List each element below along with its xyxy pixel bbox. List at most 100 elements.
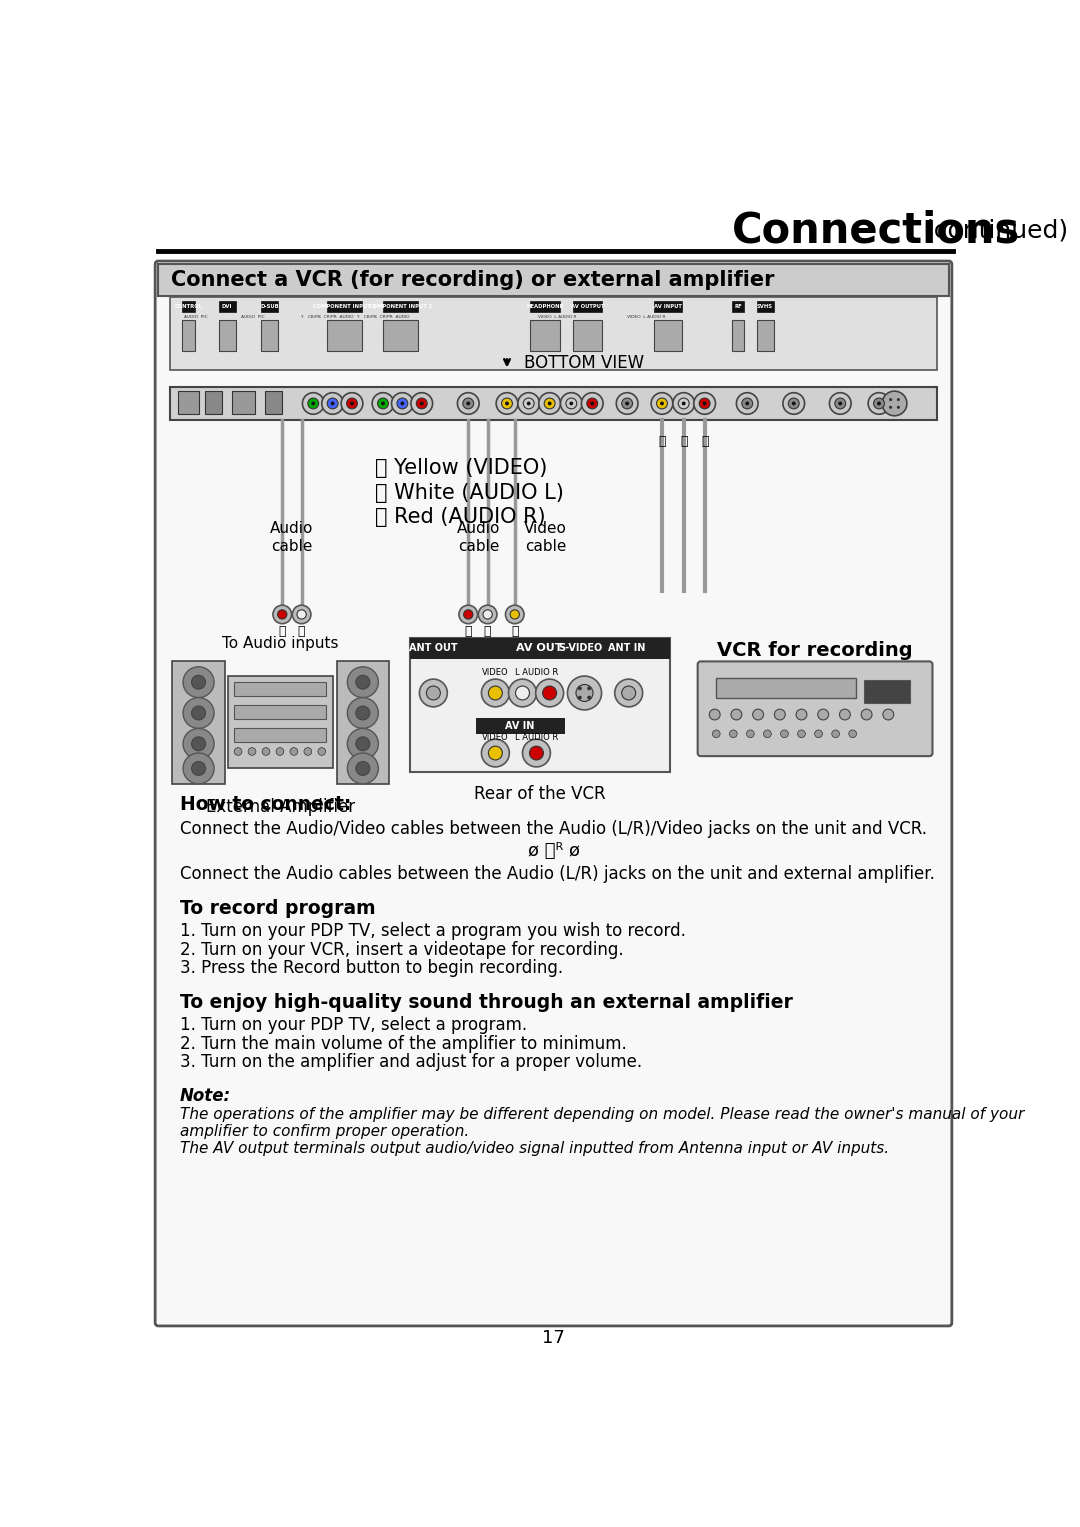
Circle shape <box>657 399 667 409</box>
Bar <box>234 683 326 696</box>
Circle shape <box>496 392 517 414</box>
Circle shape <box>874 399 885 409</box>
Text: 3. Press the Record button to begin recording.: 3. Press the Record button to begin reco… <box>180 959 563 977</box>
Circle shape <box>459 605 477 623</box>
Circle shape <box>348 753 378 783</box>
Circle shape <box>401 402 404 405</box>
Circle shape <box>753 709 764 719</box>
Circle shape <box>356 705 369 719</box>
Bar <box>337 661 389 783</box>
Bar <box>410 638 670 773</box>
Bar <box>572 313 603 319</box>
Text: CONTROL: CONTROL <box>175 304 202 308</box>
Text: S-VIDEO: S-VIDEO <box>558 643 603 654</box>
Circle shape <box>746 730 754 738</box>
Circle shape <box>710 709 720 719</box>
Text: Video
cable: Video cable <box>524 521 567 554</box>
Circle shape <box>660 402 664 405</box>
Circle shape <box>302 392 324 414</box>
Text: D-SUB: D-SUB <box>260 304 279 308</box>
Circle shape <box>839 709 850 719</box>
Circle shape <box>183 698 214 728</box>
Text: 2. Turn the main volume of the amplifier to minimum.: 2. Turn the main volume of the amplifier… <box>180 1035 626 1052</box>
Bar <box>218 313 235 319</box>
Text: VIDEO  L AUDIO R: VIDEO L AUDIO R <box>627 315 665 319</box>
Text: BOTTOM VIEW: BOTTOM VIEW <box>524 354 644 371</box>
Circle shape <box>420 402 423 405</box>
Circle shape <box>783 392 805 414</box>
Circle shape <box>467 402 470 405</box>
Circle shape <box>330 402 335 405</box>
Text: Y   CB/PB  CR/PR  AUDIO: Y CB/PB CR/PR AUDIO <box>356 315 409 319</box>
Bar <box>757 301 773 312</box>
Circle shape <box>527 402 530 405</box>
Circle shape <box>191 762 205 776</box>
Text: COMPONENT INPUT 2: COMPONENT INPUT 2 <box>368 304 432 308</box>
Circle shape <box>478 605 497 623</box>
Bar <box>716 678 855 698</box>
Text: ⓡ: ⓡ <box>701 435 708 447</box>
Circle shape <box>814 730 823 738</box>
Circle shape <box>781 730 788 738</box>
Circle shape <box>713 730 720 738</box>
Circle shape <box>276 748 284 756</box>
Circle shape <box>505 605 524 623</box>
Circle shape <box>348 728 378 759</box>
Circle shape <box>882 391 907 415</box>
Circle shape <box>322 392 343 414</box>
Circle shape <box>356 675 369 689</box>
Text: Audio
cable: Audio cable <box>270 521 313 554</box>
Text: Connect the Audio/Video cables between the Audio (L/R)/Video jacks on the unit a: Connect the Audio/Video cables between t… <box>180 820 927 838</box>
Circle shape <box>569 402 573 405</box>
Text: The AV output terminals output audio/video signal inputted from Antenna input or: The AV output terminals output audio/vid… <box>180 1141 889 1156</box>
Bar <box>205 391 221 414</box>
Circle shape <box>381 402 384 405</box>
Circle shape <box>578 696 582 699</box>
Bar <box>410 638 670 660</box>
Circle shape <box>410 392 433 414</box>
Circle shape <box>392 392 414 414</box>
Text: ⓦ: ⓦ <box>680 435 688 447</box>
Bar <box>218 321 235 351</box>
Text: ⓨ: ⓨ <box>658 435 665 447</box>
Text: (continued): (continued) <box>916 218 1068 243</box>
Circle shape <box>729 730 738 738</box>
Bar <box>757 321 773 351</box>
Circle shape <box>509 680 537 707</box>
Circle shape <box>483 609 492 618</box>
Bar <box>172 661 225 783</box>
Circle shape <box>523 739 551 767</box>
Circle shape <box>673 392 694 414</box>
Bar <box>476 718 565 734</box>
Circle shape <box>327 399 338 409</box>
Circle shape <box>529 747 543 760</box>
Circle shape <box>348 667 378 698</box>
Circle shape <box>896 399 900 402</box>
Circle shape <box>191 738 205 751</box>
Bar <box>181 301 195 312</box>
Text: ANT OUT: ANT OUT <box>409 643 458 654</box>
Circle shape <box>539 392 561 414</box>
Circle shape <box>548 402 552 405</box>
Circle shape <box>818 709 828 719</box>
Circle shape <box>622 686 636 699</box>
Circle shape <box>882 709 894 719</box>
Text: 1. Turn on your PDP TV, select a program you wish to record.: 1. Turn on your PDP TV, select a program… <box>180 922 686 941</box>
Circle shape <box>510 609 519 618</box>
Circle shape <box>517 392 540 414</box>
Text: AV OUTPUT: AV OUTPUT <box>571 304 605 308</box>
Text: Connect a VCR (for recording) or external amplifier: Connect a VCR (for recording) or externa… <box>171 270 774 290</box>
Circle shape <box>397 399 408 409</box>
Circle shape <box>591 402 594 405</box>
Text: 17: 17 <box>542 1328 565 1347</box>
FancyBboxPatch shape <box>156 261 951 1325</box>
Circle shape <box>191 705 205 719</box>
Circle shape <box>458 392 480 414</box>
Circle shape <box>311 402 315 405</box>
Circle shape <box>798 730 806 738</box>
Bar <box>261 321 279 351</box>
Text: VIDEO  L AUDIO R: VIDEO L AUDIO R <box>538 315 577 319</box>
Circle shape <box>877 402 881 405</box>
Circle shape <box>427 686 441 699</box>
Bar <box>327 321 362 351</box>
